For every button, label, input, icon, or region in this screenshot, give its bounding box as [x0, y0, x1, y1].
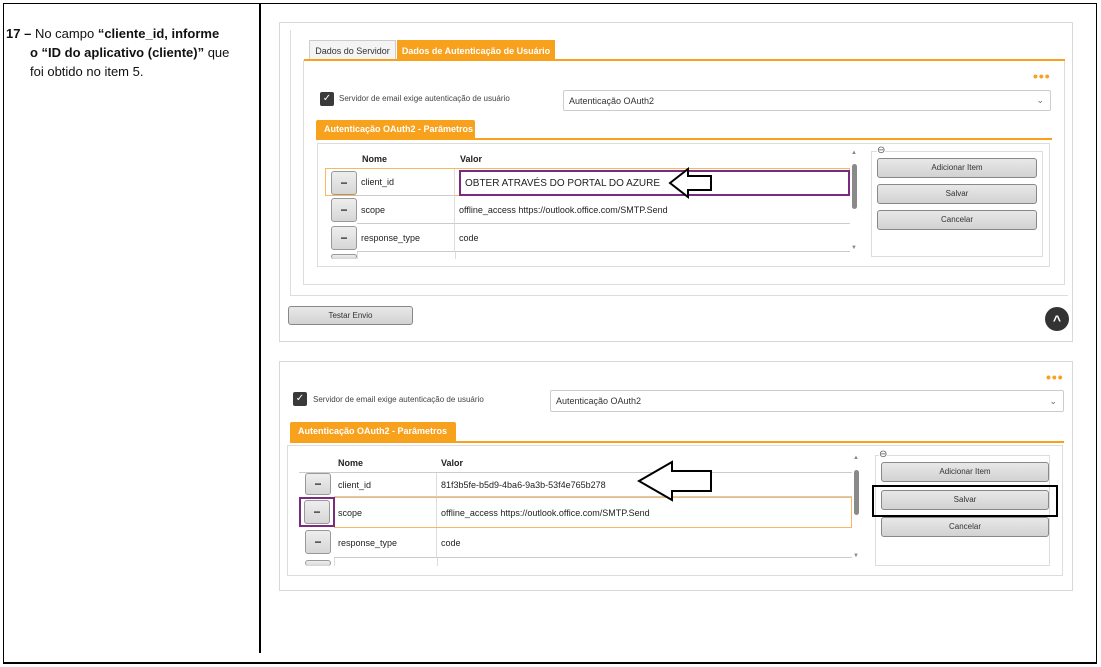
scrollbar-thumb[interactable]: [852, 164, 857, 209]
scroll-down-arrow-icon[interactable]: ▼: [851, 245, 857, 251]
scroll-up-arrow-icon[interactable]: ▲: [851, 150, 857, 156]
column-header-valor: Valor: [460, 154, 483, 164]
row-name: client_id: [357, 169, 455, 196]
params-grid-box: [317, 143, 1050, 267]
auth-required-label: Servidor de email exige autenticação de …: [339, 94, 510, 103]
cancel-button[interactable]: Cancelar: [881, 517, 1049, 537]
tab-dados-servidor[interactable]: Dados do Servidor: [309, 40, 396, 60]
collapse-icon[interactable]: ⊖: [877, 145, 886, 156]
oauth2-params-tab[interactable]: Autenticação OAuth2 - Parâmetros: [316, 120, 475, 139]
params-grid-box: [287, 445, 1063, 576]
document-frame: [3, 3, 1097, 664]
scroll-up-arrow-icon[interactable]: ▲: [853, 455, 859, 461]
tab-content: [303, 60, 1065, 285]
auth-type-select[interactable]: Autenticação OAuth2 ⌄: [550, 390, 1064, 412]
client-id-value[interactable]: 81f3b5fe-b5d9-4ba6-9a3b-53f4e765b278: [437, 473, 852, 497]
header-line: [299, 472, 852, 473]
left-arrow-annotation-icon: [668, 167, 714, 199]
auth-required-checkbox[interactable]: ✓: [293, 392, 307, 406]
col-line: [455, 252, 456, 259]
screenshot-panel-1: [279, 22, 1073, 342]
auth-required-checkbox[interactable]: ✓: [320, 92, 334, 106]
instruction-bold: “cliente_id, informe: [97, 26, 220, 41]
auth-type-select[interactable]: Autenticação OAuth2 ⌄: [563, 90, 1051, 111]
row-name: client_id: [334, 473, 437, 497]
grid-scrollbar[interactable]: ▲ ▼: [852, 455, 861, 565]
remove-row-button[interactable]: −: [331, 198, 357, 222]
col-line: [357, 252, 358, 259]
chevron-down-icon: ⌄: [1036, 95, 1044, 105]
auth-type-value: Autenticação OAuth2: [569, 95, 655, 106]
actions-group: [871, 151, 1043, 257]
scroll-down-arrow-icon[interactable]: ▼: [853, 553, 859, 559]
step-number: 17 –: [6, 26, 32, 41]
row-value[interactable]: offline_access https://outlook.office.co…: [441, 507, 650, 518]
scroll-to-top-icon[interactable]: ^: [1045, 307, 1069, 331]
actions-group: [875, 455, 1050, 566]
row-name: scope: [357, 196, 455, 224]
instruction-part: foi obtido no item 5.: [30, 64, 144, 79]
remove-row-button[interactable]: [305, 560, 331, 566]
column-header-nome: Nome: [338, 458, 364, 468]
more-options-icon[interactable]: •••: [1033, 68, 1051, 84]
cancel-button[interactable]: Cancelar: [877, 210, 1037, 230]
panel-border: [290, 295, 1068, 296]
grid-scrollbar[interactable]: ▲ ▼: [850, 150, 859, 258]
instruction-part: que: [207, 45, 230, 60]
row-value[interactable]: code: [437, 528, 852, 558]
instruction-bold: o “ID do aplicativo (cliente)”: [30, 45, 205, 60]
remove-row-button[interactable]: −: [331, 171, 357, 195]
auth-type-value: Autenticação OAuth2: [556, 396, 642, 406]
tab-underline: [304, 59, 1065, 61]
column-divider: [259, 3, 261, 653]
section-underline: [290, 441, 1064, 443]
col-line: [334, 558, 335, 566]
save-button[interactable]: Salvar: [881, 490, 1049, 510]
add-item-button[interactable]: Adicionar Item: [877, 158, 1037, 178]
collapse-icon[interactable]: ⊖: [879, 449, 888, 460]
section-underline: [316, 138, 1052, 140]
highlight-remove-button: [299, 497, 335, 527]
chevron-down-icon: ⌄: [1049, 395, 1057, 406]
col-line: [437, 558, 438, 566]
client-id-input[interactable]: OBTER ATRAVÉS DO PORTAL DO AZURE: [459, 170, 850, 196]
auth-required-label: Servidor de email exige autenticação de …: [313, 395, 484, 404]
save-highlight-box: [872, 485, 1058, 517]
save-button[interactable]: Salvar: [877, 184, 1037, 204]
oauth2-params-tab[interactable]: Autenticação OAuth2 - Parâmetros: [290, 422, 456, 441]
more-options-icon[interactable]: •••: [1046, 369, 1064, 385]
column-header-nome: Nome: [362, 154, 388, 164]
scrollbar-thumb[interactable]: [854, 470, 859, 515]
remove-row-button[interactable]: −: [305, 530, 331, 554]
test-send-button[interactable]: Testar Envio: [288, 306, 413, 325]
add-item-button[interactable]: Adicionar Item: [881, 462, 1049, 482]
row-value[interactable]: offline_access https://outlook.office.co…: [455, 196, 850, 224]
instruction-part: No campo: [34, 26, 95, 41]
row-name: response_type: [334, 528, 437, 558]
row-name: scope: [334, 498, 437, 527]
panel-border: [290, 30, 291, 295]
instruction-text: 17 – No campo “cliente_id, informe o “ID…: [6, 24, 251, 81]
remove-row-button[interactable]: −: [304, 500, 330, 524]
column-header-valor: Valor: [441, 458, 464, 468]
remove-row-button[interactable]: −: [331, 226, 357, 250]
left-arrow-annotation-icon: [637, 460, 715, 502]
remove-row-button[interactable]: −: [305, 473, 331, 495]
row-name: response_type: [357, 224, 455, 252]
remove-row-button[interactable]: [331, 254, 357, 259]
row-value[interactable]: code: [455, 224, 850, 252]
tab-dados-autenticacao[interactable]: Dados de Autenticação de Usuário: [397, 40, 555, 60]
